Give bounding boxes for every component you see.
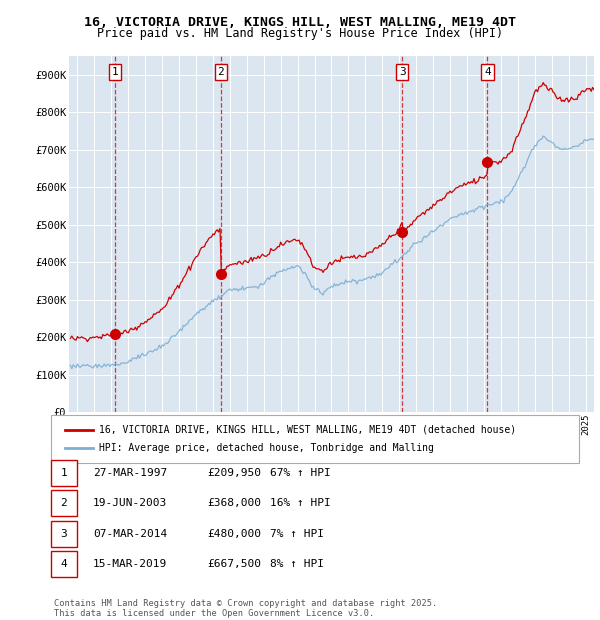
Text: 19-JUN-2003: 19-JUN-2003 [93,498,167,508]
Text: £480,000: £480,000 [207,529,261,539]
Text: £667,500: £667,500 [207,559,261,569]
Text: 7% ↑ HPI: 7% ↑ HPI [270,529,324,539]
Text: 8% ↑ HPI: 8% ↑ HPI [270,559,324,569]
Text: Contains HM Land Registry data © Crown copyright and database right 2025.
This d: Contains HM Land Registry data © Crown c… [54,599,437,618]
Text: 4: 4 [484,67,491,77]
Text: 1: 1 [61,468,67,478]
Text: 1: 1 [112,67,119,77]
Text: £209,950: £209,950 [207,468,261,478]
Text: 2: 2 [61,498,67,508]
Text: 3: 3 [61,529,67,539]
Text: 4: 4 [61,559,67,569]
Text: HPI: Average price, detached house, Tonbridge and Malling: HPI: Average price, detached house, Tonb… [99,443,434,453]
Text: 16, VICTORIA DRIVE, KINGS HILL, WEST MALLING, ME19 4DT (detached house): 16, VICTORIA DRIVE, KINGS HILL, WEST MAL… [99,425,516,435]
Text: 27-MAR-1997: 27-MAR-1997 [93,468,167,478]
Text: 67% ↑ HPI: 67% ↑ HPI [270,468,331,478]
Text: 3: 3 [399,67,406,77]
Text: 15-MAR-2019: 15-MAR-2019 [93,559,167,569]
Text: 16, VICTORIA DRIVE, KINGS HILL, WEST MALLING, ME19 4DT: 16, VICTORIA DRIVE, KINGS HILL, WEST MAL… [84,16,516,29]
Text: £368,000: £368,000 [207,498,261,508]
Text: 16% ↑ HPI: 16% ↑ HPI [270,498,331,508]
Text: 07-MAR-2014: 07-MAR-2014 [93,529,167,539]
Text: Price paid vs. HM Land Registry's House Price Index (HPI): Price paid vs. HM Land Registry's House … [97,27,503,40]
Text: 2: 2 [217,67,224,77]
